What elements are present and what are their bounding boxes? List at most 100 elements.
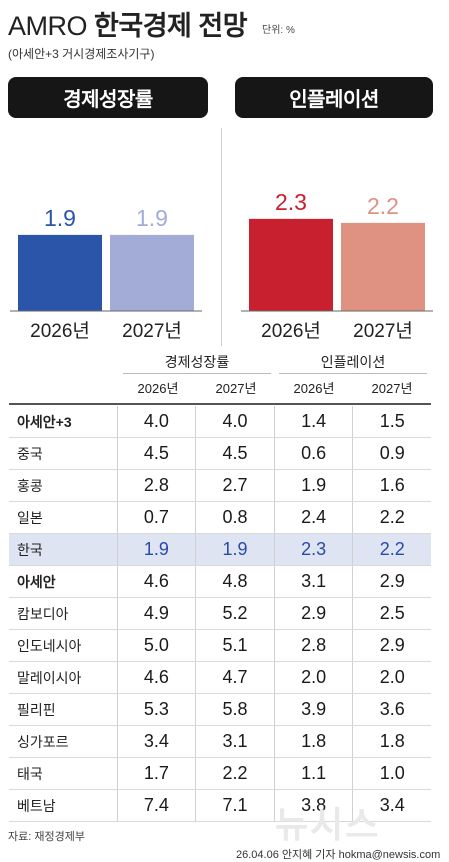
table-row: 인도네시아 5.0 5.1 2.8 2.9	[9, 630, 431, 662]
column-divider	[116, 694, 118, 725]
growth-panel-header: 경제성장률	[8, 77, 208, 118]
table-row: 일본 0.7 0.8 2.4 2.2	[9, 502, 431, 534]
table-cell: 7.1	[222, 795, 248, 815]
table-cell: 4.0	[222, 411, 248, 431]
title-main: 한국경제 전망	[94, 11, 248, 41]
table-row: 아세안 4.6 4.8 3.1 2.9	[9, 566, 431, 598]
table-cell: 2.9	[379, 571, 405, 591]
table-cell: 1.6	[379, 475, 405, 495]
table-cell: 4.7	[222, 667, 248, 687]
column-divider	[273, 662, 275, 693]
column-divider	[195, 758, 197, 789]
table-cell: 4.5	[222, 443, 248, 463]
column-divider	[352, 694, 354, 725]
column-divider	[195, 662, 197, 693]
watermark: 뉴시스	[275, 804, 381, 845]
table-row: 중국 4.5 4.5 0.6 0.9	[9, 438, 431, 470]
table-cell: 2.4	[301, 507, 327, 527]
table-header: 경제성장률 인플레이션 2026년 2027년 2026년 2027년	[9, 346, 431, 405]
bar	[18, 234, 102, 311]
table-cell: 4.5	[143, 443, 169, 463]
table-cell: 1.5	[379, 411, 405, 431]
column-divider	[116, 630, 118, 661]
table-row: 말레이시아 4.6 4.7 2.0 2.0	[9, 662, 431, 694]
chart-title: AMRO 한국경제 전망	[8, 4, 248, 43]
table-row: 캄보디아 4.9 5.2 2.9 2.5	[9, 598, 431, 630]
table-cell: 1.8	[301, 731, 327, 751]
table-cell: 1.0	[379, 763, 405, 783]
row-label: 아세안+3	[17, 413, 72, 430]
bar-charts: 1.9 2026년 1.9 2027년 2.3 2026년 2.2 2027년	[10, 189, 433, 342]
table-cell: 2.8	[143, 475, 169, 495]
data-label: 2.3	[275, 189, 307, 215]
row-label: 캄보디아	[17, 605, 69, 622]
table-cell: 2.7	[222, 475, 248, 495]
table-cell: 3.4	[379, 795, 405, 815]
column-divider	[352, 758, 354, 789]
row-label: 한국	[17, 541, 43, 558]
subtitle: (아세안+3 거시경제조사기구)	[8, 47, 155, 61]
column-divider	[273, 406, 275, 437]
column-divider	[116, 502, 118, 533]
table-cell: 2.0	[379, 667, 405, 687]
header-year: 2026년	[137, 381, 179, 396]
table-cell: 4.8	[222, 571, 248, 591]
data-label: 1.9	[136, 205, 168, 231]
header-bottom-rule	[9, 403, 431, 405]
table-cell: 4.0	[143, 411, 169, 431]
column-divider	[273, 470, 275, 501]
column-divider	[195, 726, 197, 757]
table-cell: 0.9	[379, 443, 405, 463]
column-divider	[116, 726, 118, 757]
table-row: 태국 1.7 2.2 1.1 1.0	[9, 758, 431, 790]
row-label: 중국	[17, 445, 43, 462]
column-divider	[352, 470, 354, 501]
row-label: 아세안	[17, 573, 56, 590]
table-cell: 5.8	[222, 699, 248, 719]
column-divider	[352, 630, 354, 661]
table-cell: 4.9	[143, 603, 169, 623]
header-year: 2026년	[293, 381, 335, 396]
table-cell: 3.1	[222, 731, 248, 751]
table-cell: 2.9	[301, 603, 327, 623]
column-divider	[273, 534, 275, 565]
category-label: 2026년	[261, 320, 321, 342]
panel-divider	[221, 128, 222, 346]
column-divider	[116, 406, 118, 437]
column-divider	[116, 598, 118, 629]
column-divider	[352, 598, 354, 629]
row-label: 태국	[17, 765, 43, 782]
table-row: 싱가포르 3.4 3.1 1.8 1.8	[9, 726, 431, 758]
header-year: 2027년	[371, 381, 413, 396]
column-divider	[352, 790, 354, 821]
column-divider	[116, 662, 118, 693]
table-cell: 5.3	[143, 699, 169, 719]
table-row: 베트남 7.4 7.1 3.8 3.4	[9, 790, 431, 822]
table-cell: 0.8	[222, 507, 248, 527]
column-divider	[273, 726, 275, 757]
header-inflation: 인플레이션	[320, 354, 386, 370]
column-divider	[352, 406, 354, 437]
column-divider	[116, 534, 118, 565]
table-cell: 3.4	[143, 731, 169, 751]
column-divider	[352, 438, 354, 469]
column-divider	[195, 790, 197, 821]
table-cell: 3.6	[379, 699, 405, 719]
column-divider	[273, 502, 275, 533]
table-cell: 2.2	[379, 507, 405, 527]
category-label: 2026년	[30, 320, 90, 342]
column-divider	[195, 694, 197, 725]
category-label: 2027년	[122, 320, 182, 342]
table-cell: 4.6	[143, 667, 169, 687]
column-divider	[352, 726, 354, 757]
table-cell: 1.1	[301, 763, 327, 783]
table-row: 한국 1.9 1.9 2.3 2.2	[9, 534, 431, 566]
row-label: 베트남	[17, 797, 56, 814]
column-divider	[352, 534, 354, 565]
table-cell: 5.1	[222, 635, 248, 655]
table-cell: 1.9	[301, 475, 327, 495]
column-divider	[352, 662, 354, 693]
column-divider	[195, 438, 197, 469]
table-cell: 2.2	[379, 539, 405, 559]
header-growth: 경제성장률	[164, 354, 230, 370]
